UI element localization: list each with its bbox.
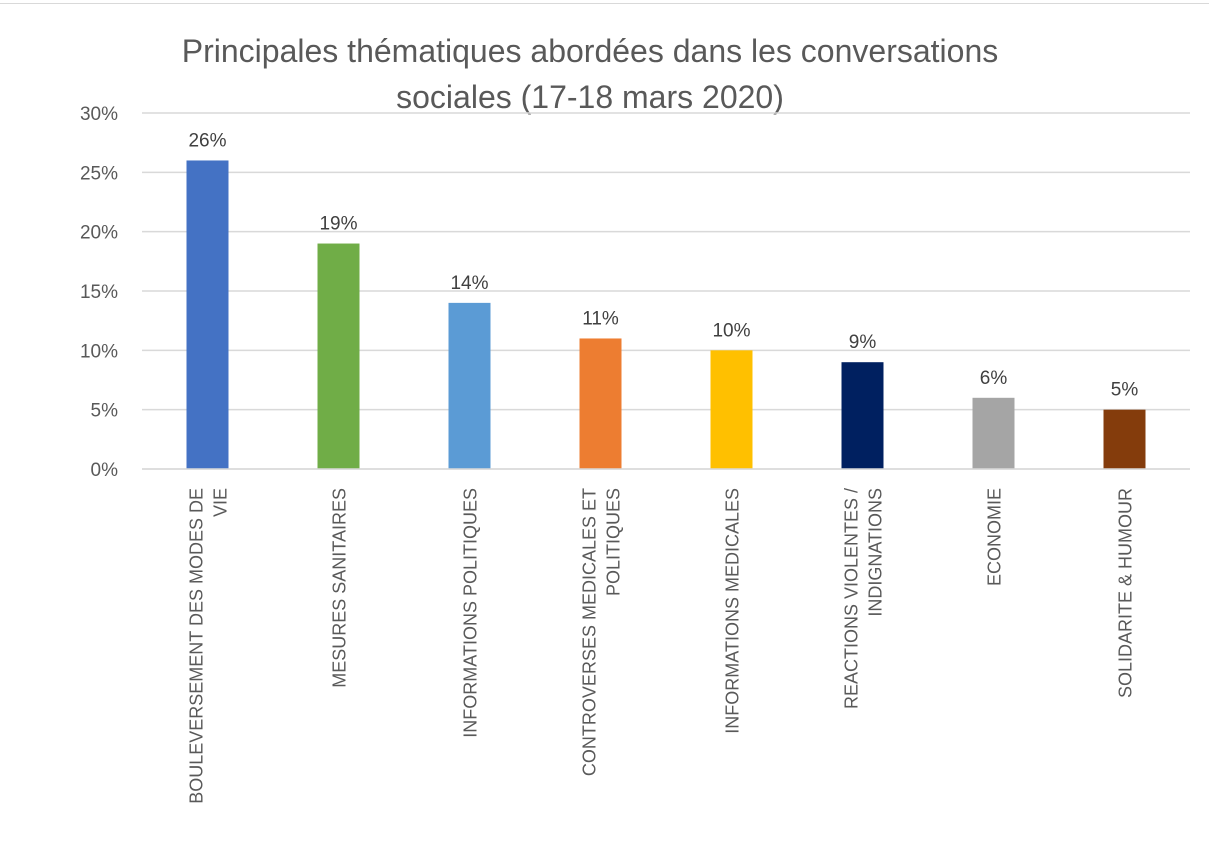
y-tick-label: 0%	[91, 460, 119, 481]
bar	[1103, 409, 1146, 469]
chart-title-line-1: Principales thématiques abordées dans le…	[181, 33, 999, 69]
x-tick-label: POLITIQUES	[604, 488, 624, 596]
chart-title: Principales thématiques abordées dans le…	[120, 28, 1060, 120]
bar	[317, 243, 360, 469]
bar	[710, 350, 753, 469]
y-tick-label: 10%	[80, 341, 118, 362]
x-tick-label: INFORMATIONS MEDICALES	[723, 488, 743, 734]
x-tick-label: INDIGNATIONS	[866, 488, 886, 617]
x-tick-label: BOULEVERSEMENT DES MODES DE	[187, 488, 207, 804]
bar	[579, 338, 622, 469]
data-label: 5%	[1111, 380, 1139, 401]
data-label: 9%	[849, 332, 877, 353]
y-tick-label: 25%	[80, 163, 118, 184]
x-tick-label: SOLIDARITE & HUMOUR	[1116, 488, 1136, 698]
data-label: 19%	[319, 214, 357, 235]
x-tick-label: REACTIONS VIOLENTES /	[842, 488, 862, 709]
data-label: 6%	[980, 368, 1008, 389]
x-tick-label: VIE	[211, 488, 231, 517]
data-label: 10%	[712, 320, 750, 341]
x-tick-label: MESURES SANITAIRES	[330, 488, 350, 688]
chart-title-line-2: sociales (17-18 mars 2020)	[396, 79, 784, 115]
y-tick-label: 15%	[80, 282, 118, 303]
data-label: 14%	[450, 273, 488, 294]
y-tick-label: 5%	[91, 401, 119, 422]
y-tick-label: 20%	[80, 223, 118, 244]
bar	[972, 397, 1015, 469]
x-tick-label: INFORMATIONS POLITIQUES	[461, 488, 481, 738]
bar	[448, 302, 491, 469]
bar	[841, 362, 884, 469]
bar	[186, 160, 229, 469]
y-tick-label: 30%	[80, 104, 118, 125]
data-label: 11%	[582, 308, 619, 329]
x-tick-label: ECONOMIE	[985, 488, 1005, 586]
top-divider	[0, 3, 1209, 4]
x-tick-label: CONTROVERSES MEDICALES ET	[580, 488, 600, 776]
data-label: 26%	[188, 130, 226, 151]
